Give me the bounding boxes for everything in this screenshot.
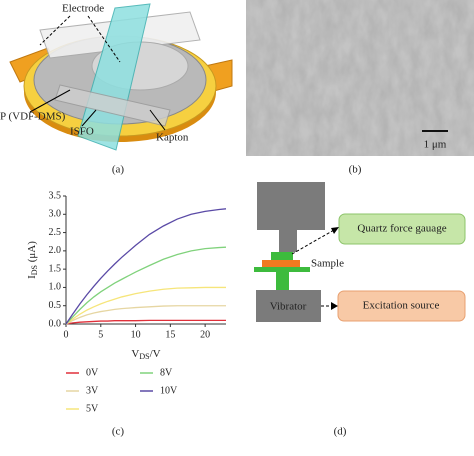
axis-label-part: /V <box>150 348 161 360</box>
line-series <box>65 305 226 325</box>
x-tick-label: 10 <box>131 329 141 340</box>
x-tick-label: 0 <box>64 329 69 340</box>
x-tick-label: 15 <box>165 329 175 340</box>
caption: (b) <box>349 164 362 176</box>
y-tick-label: 1.5 <box>49 263 62 274</box>
legend-label: 10V <box>160 385 178 396</box>
line-series <box>65 208 227 325</box>
label: ISFO <box>70 126 94 138</box>
axis-label: IDS (μA) <box>26 241 39 279</box>
x-tick-label: 5 <box>98 329 103 340</box>
caption: (c) <box>112 426 125 438</box>
box-label: Excitation source <box>363 300 440 312</box>
y-tick-label: 0.5 <box>49 300 62 311</box>
sem-texture <box>246 0 474 156</box>
axis-label-part: (μA) <box>26 241 38 265</box>
axis-label: VDS/V <box>131 348 160 361</box>
label: P (VDF-DMS) <box>0 111 66 123</box>
y-tick-label: 2.5 <box>49 227 62 238</box>
line-series <box>65 286 226 325</box>
line-series <box>65 246 227 325</box>
line-series <box>65 319 226 325</box>
x-tick-label: 20 <box>200 329 210 340</box>
legend-label: 3V <box>86 385 99 396</box>
y-tick-label: 3.5 <box>49 190 62 201</box>
legend-label: 8V <box>160 367 173 378</box>
y-tick-label: 3.0 <box>49 209 62 220</box>
legend-label: 5V <box>86 403 99 414</box>
device-illustration <box>9 3 233 151</box>
caption: (a) <box>112 164 125 176</box>
legend-label: 0V <box>86 367 99 378</box>
label: Electrode <box>62 3 104 15</box>
y-tick-label: 2.0 <box>49 245 62 256</box>
box-label: Vibrator <box>270 301 307 313</box>
axis-label-part: DS <box>139 352 149 361</box>
setup-diagram <box>254 182 466 322</box>
label: Sample <box>311 258 344 270</box>
axis-label-part: V <box>131 348 139 360</box>
label: Kapton <box>156 132 189 144</box>
axis-label-part: DS <box>30 265 39 275</box>
axis-label-part: I <box>26 275 38 279</box>
y-tick-label: 1.0 <box>49 282 62 293</box>
y-tick-label: 0.0 <box>49 318 62 329</box>
caption: (d) <box>334 426 347 438</box>
box-label: Quartz force gauage <box>357 223 446 235</box>
scale-label: 1 μm <box>424 139 447 151</box>
